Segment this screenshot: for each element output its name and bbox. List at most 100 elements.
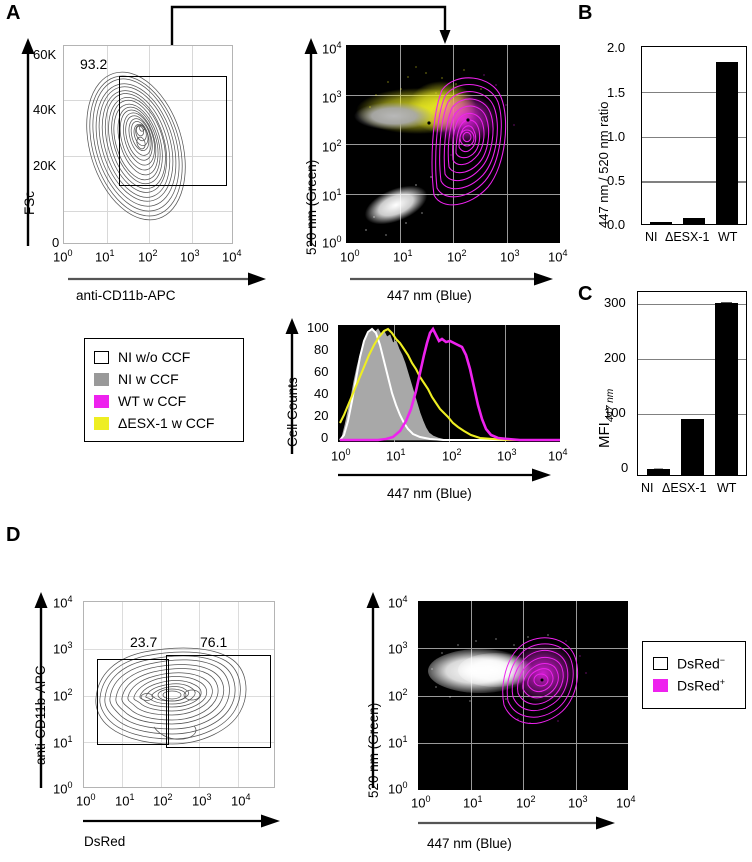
plot-area-cd11b-dsred: 23.7 76.1 <box>83 601 275 788</box>
gate-dsred-negative[interactable] <box>97 659 169 745</box>
swatch-white-outline <box>94 350 109 364</box>
ytick-d1-4: 104 <box>53 594 73 611</box>
plot-area-b <box>641 46 747 225</box>
legend-item-dsred-positive: DsRed+ <box>653 674 745 696</box>
xtick-447-a-2: 102 <box>447 248 467 265</box>
xtick-447-a-1: 101 <box>393 248 413 265</box>
ytick-hist-0: 0 <box>321 430 329 445</box>
xtick-d1-4: 104 <box>231 792 251 809</box>
ytick-c-300: 300 <box>604 295 626 310</box>
ytick-d2-1: 101 <box>388 734 408 751</box>
xtick-d2-1: 101 <box>463 794 483 811</box>
y-axis-arrow-cd11b-d <box>34 592 48 788</box>
x-axis-label-dsred: DsRed <box>84 834 126 849</box>
ytick-b-0: 0.0 <box>607 217 626 232</box>
y-axis-arrow-cellcounts <box>285 318 299 454</box>
plot-area-histogram <box>338 325 560 442</box>
xtick-d2-3: 103 <box>568 794 588 811</box>
ytick-hist-100: 100 <box>307 320 329 335</box>
ytick-d2-3: 103 <box>388 640 408 657</box>
gate-percent-dsred-pos: 76.1 <box>200 634 228 650</box>
xtick-cd11b-4: 104 <box>222 248 242 265</box>
panel-letter-a: A <box>6 2 21 24</box>
ccf-populations-d <box>428 634 587 724</box>
xtick-hist-4: 104 <box>548 447 568 464</box>
xtick-d2-4: 104 <box>616 794 636 811</box>
ytick-520-a-0: 100 <box>322 234 342 251</box>
plot-area-ccf-a <box>346 45 560 243</box>
ytick-hist-20: 20 <box>314 408 329 423</box>
legend-item-ni-wo-ccf: NI w/o CCF <box>94 346 243 368</box>
xtick-hist-1: 101 <box>386 447 406 464</box>
xtick-447-a-3: 103 <box>500 248 520 265</box>
ytick-fsc-20k: 20K <box>33 158 57 173</box>
ytick-fsc-60k: 60K <box>33 47 57 62</box>
y-axis-arrow-fsc <box>21 38 35 246</box>
ytick-c-200: 200 <box>604 350 626 365</box>
ytick-d1-3: 103 <box>53 640 73 657</box>
x-axis-arrow-dsred <box>83 814 280 828</box>
xtick-d2-0: 100 <box>411 794 431 811</box>
bar-b-wt <box>716 62 738 224</box>
xtick-d2-2: 102 <box>516 794 536 811</box>
y-axis-label-cellcounts: Cell Counts <box>285 377 300 447</box>
ytick-d1-0: 100 <box>53 780 73 797</box>
xtick-c-desx1: ΔESX-1 <box>662 481 707 495</box>
ytick-d1-1: 101 <box>53 734 73 751</box>
panel-letter-d: D <box>6 524 21 546</box>
x-axis-arrow-447-d <box>418 816 615 830</box>
y-axis-label-520-d: 520 nm (Green) <box>366 702 381 798</box>
gate-rect-cd11b[interactable] <box>119 76 227 186</box>
ytick-520-a-1: 101 <box>322 187 342 204</box>
y-axis-label-ratio: 447 nm / 520 nm ratio <box>596 101 611 228</box>
y-axis-arrow-520-a <box>304 38 318 246</box>
contour-cloud-cd11b <box>86 71 186 221</box>
xtick-hist-3: 103 <box>497 447 517 464</box>
ytick-d1-2: 102 <box>53 687 73 704</box>
y-axis-arrow-520-d <box>366 592 380 788</box>
ytick-520-a-2: 102 <box>322 138 342 155</box>
xtick-cd11b-1: 101 <box>95 248 115 265</box>
ytick-520-a-4: 104 <box>322 40 342 57</box>
y-axis-label-cd11b-d: anti-CD11b-APC <box>33 665 48 765</box>
ytick-d2-2: 102 <box>388 687 408 704</box>
ytick-hist-60: 60 <box>314 364 329 379</box>
swatch-white-outline-d <box>653 656 668 670</box>
swatch-gray <box>94 372 109 386</box>
xtick-d1-2: 102 <box>153 792 173 809</box>
gate-dsred-positive[interactable] <box>166 655 271 748</box>
ytick-hist-40: 40 <box>314 386 329 401</box>
error-bars-c <box>654 302 732 473</box>
plot-area-c <box>637 291 747 476</box>
swatch-yellow <box>94 416 109 430</box>
xtick-c-ni: NI <box>641 481 654 495</box>
gate-percent-dsred-neg: 23.7 <box>130 634 158 650</box>
histogram-traces <box>339 326 560 442</box>
xtick-b-wt: WT <box>718 230 738 244</box>
bar-b-ni <box>650 222 672 224</box>
legend-item-wt-w-ccf: WT w CCF <box>94 390 243 412</box>
x-axis-label-447-a: 447 nm (Blue) <box>387 288 472 303</box>
gate-percent-cd11b: 93.2 <box>80 56 108 72</box>
x-axis-label-447-d: 447 nm (Blue) <box>427 836 512 851</box>
ccf-populations-a <box>354 66 515 236</box>
contour-cloud-dsred <box>95 647 247 745</box>
xtick-cd11b-0: 100 <box>53 248 73 265</box>
xtick-hist-0: 100 <box>331 447 351 464</box>
x-axis-label-cd11b: anti-CD11b-APC <box>76 288 176 303</box>
x-axis-arrow-447-a <box>350 272 553 286</box>
ytick-fsc-0: 0 <box>52 235 60 250</box>
xtick-b-desx1: ΔESX-1 <box>665 230 710 244</box>
legend-item-dsred-negative: DsRed− <box>653 652 745 674</box>
xtick-b-ni: NI <box>645 230 658 244</box>
ytick-c-0: 0 <box>621 460 629 475</box>
legend-panel-d: DsRed− DsRed+ <box>642 641 746 709</box>
xtick-c-wt: WT <box>717 481 737 495</box>
ytick-b-05: 0.5 <box>607 173 626 188</box>
ytick-b-1: 1.0 <box>607 129 626 144</box>
plot-area-fsc-cd11b: 93.2 <box>63 45 233 244</box>
ytick-d2-0: 100 <box>388 780 408 797</box>
swatch-magenta <box>94 394 109 408</box>
connector-panel-a <box>170 5 451 52</box>
xtick-cd11b-3: 103 <box>180 248 200 265</box>
